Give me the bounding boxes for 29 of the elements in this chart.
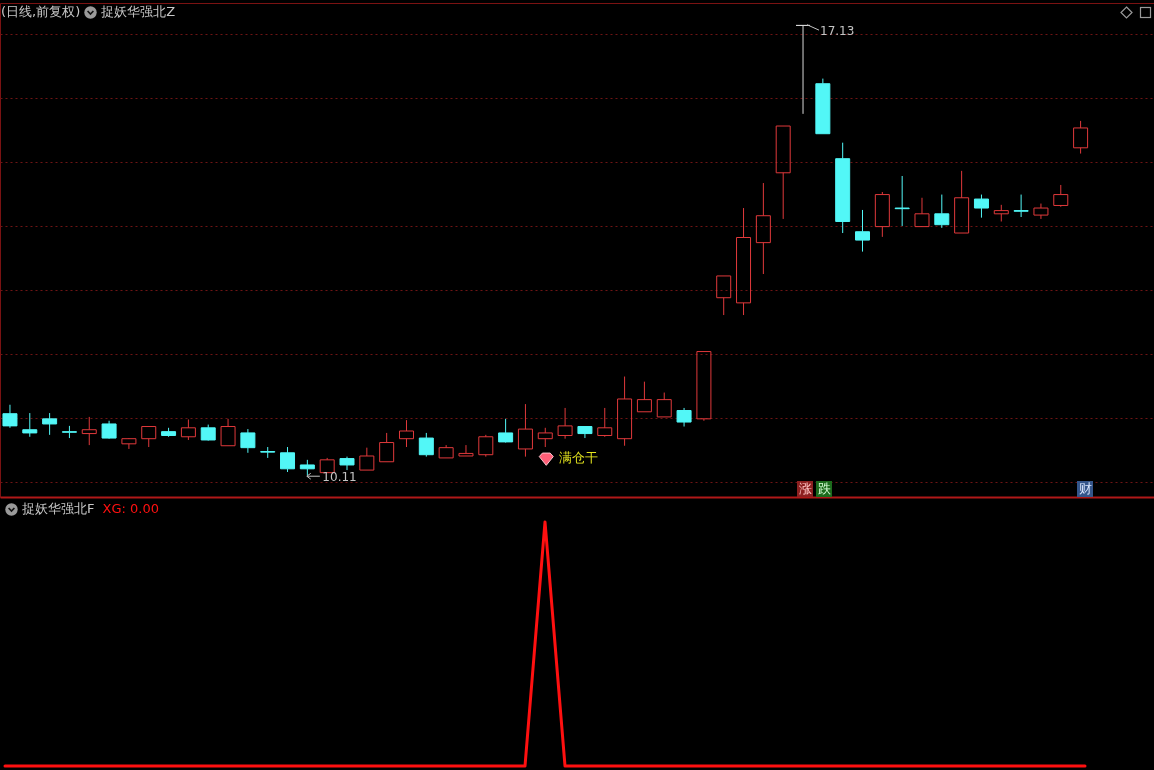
chart-subtitle: 捉妖华强北Z: [101, 4, 176, 20]
candlestick: [755, 182, 771, 275]
candlestick: [855, 209, 870, 253]
candlestick: [1053, 184, 1069, 206]
candlestick: [835, 142, 851, 234]
candlestick: [2, 404, 18, 429]
annotation: 10.11: [322, 470, 357, 485]
candlestick: [398, 419, 414, 448]
annotation: 满仓干: [559, 450, 599, 466]
candlestick: [240, 428, 256, 454]
annotation: 跌: [816, 481, 832, 497]
annotation: 涨: [797, 481, 813, 497]
candlestick: [736, 207, 752, 316]
annotation: 财: [1077, 481, 1093, 497]
chart-subtitle: XG: 0.00: [102, 501, 159, 517]
candlestick: [81, 416, 97, 446]
candlestick: [1033, 203, 1049, 220]
candlestick: [597, 407, 613, 436]
chart-title: (日线,前复权): [1, 4, 81, 20]
candlestick: [617, 376, 633, 447]
candlestick: [894, 175, 910, 227]
candlestick: [339, 456, 355, 471]
annotation: 17.13: [820, 24, 855, 39]
candlestick: [1013, 194, 1029, 218]
candlestick: [180, 418, 196, 441]
candlestick: [676, 407, 692, 428]
candlestick: [934, 194, 950, 229]
candlestick: [557, 407, 573, 440]
chart-title: 捉妖华强北F: [22, 501, 95, 517]
